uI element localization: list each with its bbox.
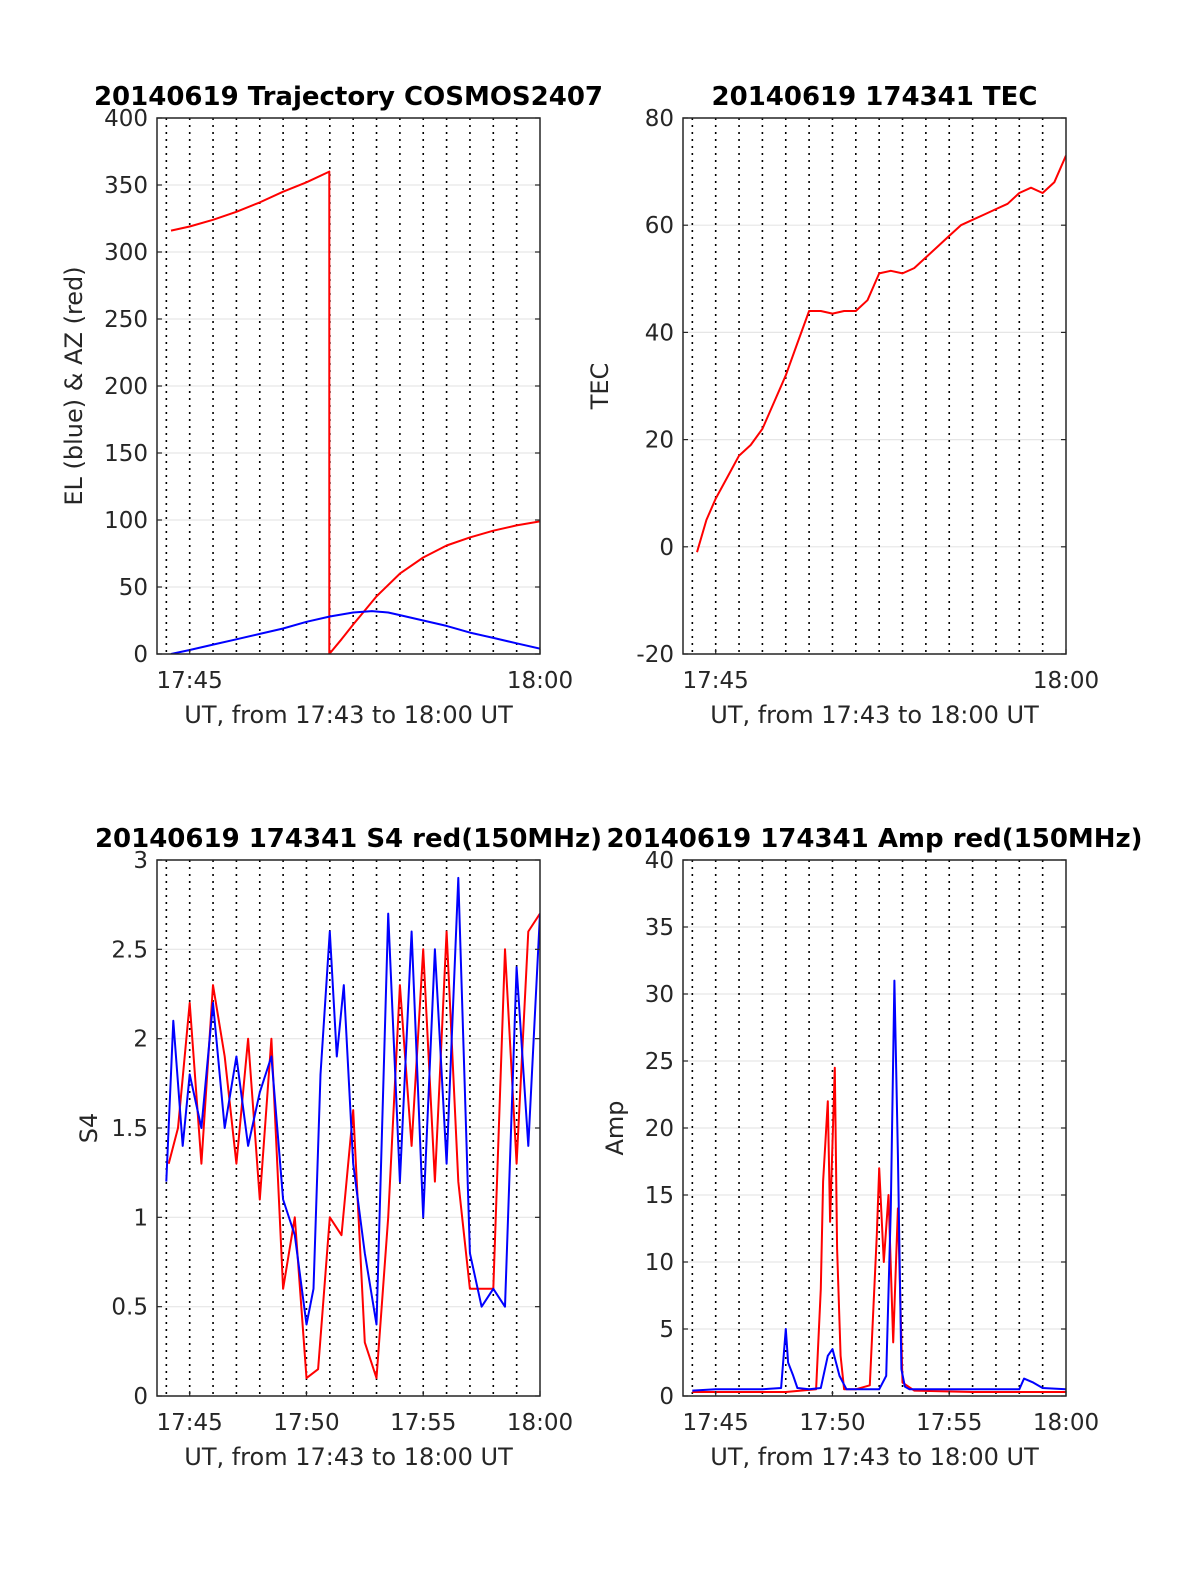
amp-xtick-label: 17:50 — [799, 1410, 865, 1436]
s4-xtick-label: 17:50 — [273, 1410, 339, 1436]
s4-series-blue — [165, 876, 540, 1326]
amp-panel: 0 5 10 15 20 25 30 35 40 17:45 17:50 17:55 18:00 2014… — [601, 824, 1143, 1471]
amp-xtick-label: 17:45 — [683, 1410, 749, 1436]
trajectory-ytick-label: 50 — [119, 575, 148, 601]
s4-ytick-label: 0 — [133, 1384, 148, 1410]
amp-ytick-label: 25 — [645, 1049, 674, 1075]
s4-ylabel: S4 — [75, 1113, 103, 1144]
trajectory-xtick-label: 17:45 — [157, 668, 223, 694]
s4-ytick-label: 1 — [133, 1205, 148, 1231]
s4-panel: 0 0.5 1 1.5 2 2.5 3 17:45 17:50 17:55 18:00 2014061… — [75, 824, 602, 1471]
amp-xtick-label: 18:00 — [1033, 1410, 1099, 1436]
amp-ytick-label: 30 — [645, 982, 674, 1008]
trajectory-ytick-label: 100 — [104, 508, 148, 534]
s4-xtick-label: 17:55 — [390, 1410, 456, 1436]
s4-ytick-label: 3 — [133, 848, 148, 874]
s4-ytick-label: 1.5 — [111, 1116, 148, 1142]
trajectory-ylabel: EL (blue) & AZ (red) — [60, 266, 88, 505]
s4-ytick-label: 2 — [133, 1027, 148, 1053]
amp-ytick-label: 40 — [645, 848, 674, 874]
trajectory-series-blue — [170, 610, 540, 654]
trajectory-ytick-label: 250 — [104, 307, 148, 333]
s4-xlabel: UT, from 17:43 to 18:00 UT — [184, 1443, 513, 1471]
trajectory-ytick-label: 200 — [104, 374, 148, 400]
amp-xtick-label: 17:55 — [916, 1410, 982, 1436]
tec-axes-box — [682, 117, 1067, 655]
tec-xlabel: UT, from 17:43 to 18:00 UT — [710, 701, 1039, 729]
trajectory-title: 20140619 Trajectory COSMOS2407 — [94, 82, 603, 112]
tec-title: 20140619 174341 TEC — [712, 82, 1038, 112]
tec-ytick-label: 60 — [645, 213, 674, 239]
tec-xtick-label: 17:45 — [683, 668, 749, 694]
s4-xtick-label: 17:45 — [157, 1410, 223, 1436]
amp-title: 20140619 174341 Amp red(150MHz) — [606, 824, 1142, 854]
amp-ytick-label: 0 — [659, 1384, 674, 1410]
amp-xlabel: UT, from 17:43 to 18:00 UT — [710, 1443, 1039, 1471]
trajectory-xtick-label: 18:00 — [507, 668, 573, 694]
trajectory-panel: 0 50 100 150 200 250 300 350 400 17:45 18:00 201406… — [60, 82, 603, 729]
trajectory-series-red — [170, 170, 540, 654]
amp-ylabel: Amp — [601, 1100, 629, 1155]
trajectory-ytick-label: 300 — [104, 240, 148, 266]
s4-ytick-label: 0.5 — [111, 1295, 148, 1321]
tec-xtick-label: 18:00 — [1033, 668, 1099, 694]
tec-series-red — [696, 155, 1066, 553]
tec-ytick-label: 20 — [645, 428, 674, 454]
trajectory-ytick-label: 150 — [104, 441, 148, 467]
tec-ylabel: TEC — [586, 363, 614, 411]
tec-ytick-label: 80 — [645, 106, 674, 132]
tec-ytick-label: -20 — [636, 642, 674, 668]
s4-ytick-label: 2.5 — [111, 937, 148, 963]
tec-plot-area — [683, 118, 1066, 654]
tec-panel: -20 0 20 40 60 80 17:45 18:00 20140619 174341 TE… — [586, 82, 1099, 729]
amp-ytick-label: 10 — [645, 1250, 674, 1276]
trajectory-ytick-label: 0 — [133, 642, 148, 668]
amp-ytick-label: 5 — [659, 1317, 674, 1343]
s4-title: 20140619 174341 S4 red(150MHz) — [95, 824, 602, 854]
amp-series-blue — [692, 979, 1066, 1392]
amp-ytick-label: 35 — [645, 915, 674, 941]
tec-ytick-label: 40 — [645, 320, 674, 346]
trajectory-ytick-label: 350 — [104, 173, 148, 199]
amp-ytick-label: 15 — [645, 1183, 674, 1209]
amp-ytick-label: 20 — [645, 1116, 674, 1142]
trajectory-xlabel: UT, from 17:43 to 18:00 UT — [184, 701, 513, 729]
tec-ytick-label: 0 — [659, 535, 674, 561]
s4-xtick-label: 18:00 — [507, 1410, 573, 1436]
trajectory-ytick-label: 400 — [104, 106, 148, 132]
